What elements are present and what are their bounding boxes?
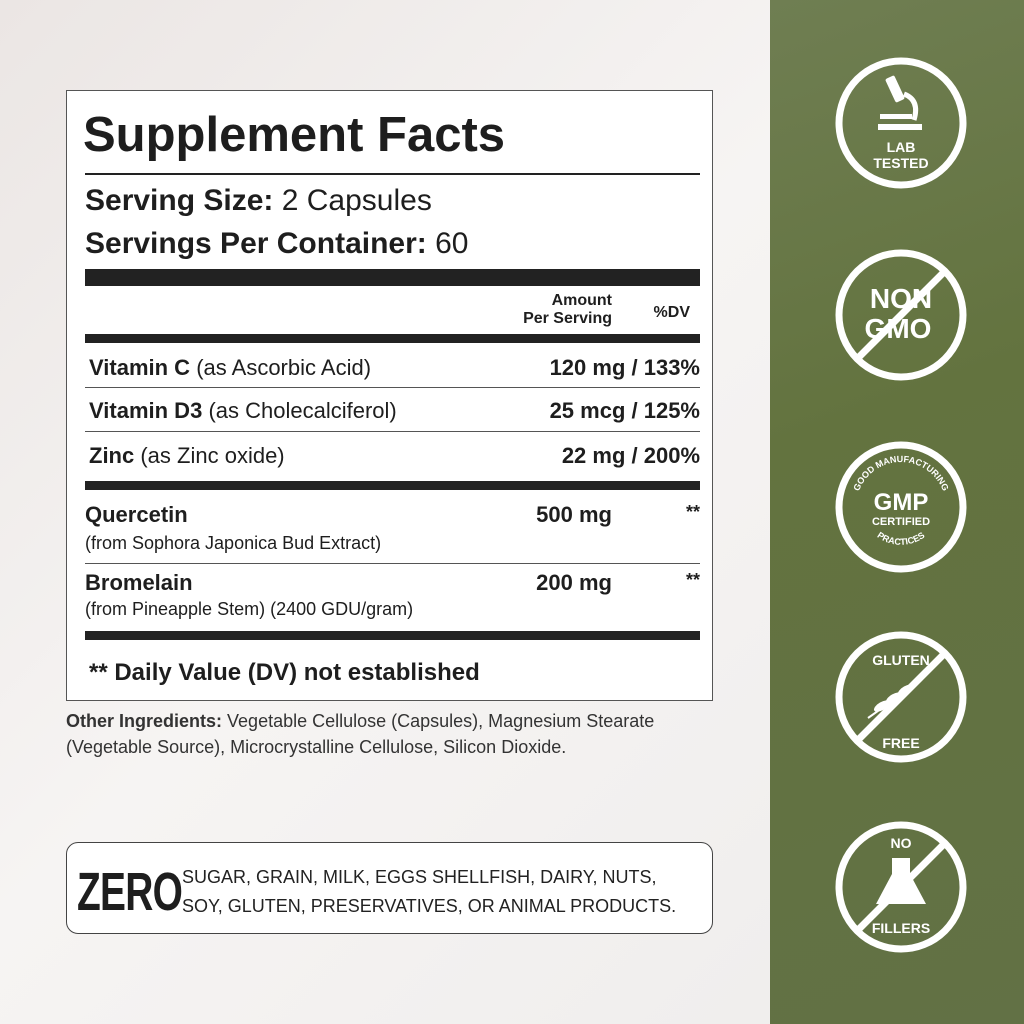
header-dv: %DV [653, 304, 690, 321]
zero-word: ZERO [77, 862, 183, 922]
divider-thick [85, 334, 700, 343]
microscope-icon [878, 75, 922, 130]
svg-text:GMP: GMP [874, 489, 929, 516]
lab-tested-badge: LAB TESTED [835, 57, 967, 189]
svg-text:LAB: LAB [887, 139, 916, 155]
divider-thick [85, 631, 700, 640]
svg-text:NON: NON [870, 283, 932, 314]
footnote: ** Daily Value (DV) not established [89, 659, 480, 686]
svg-text:PRACTICES: PRACTICES [876, 530, 927, 547]
green-side-panel [770, 0, 1024, 1024]
svg-text:FILLERS: FILLERS [872, 920, 930, 936]
zero-box: ZERO SUGAR, GRAIN, MILK, EGGS SHELLFISH,… [66, 842, 713, 934]
nutrient-row: Zinc (as Zinc oxide) 22 mg / 200% [89, 443, 700, 468]
svg-text:GLUTEN: GLUTEN [872, 652, 930, 668]
ingredient-row-bromelain: Bromelain 200 mg ** [85, 570, 700, 595]
svg-text:CERTIFIED: CERTIFIED [872, 516, 930, 528]
nutrient-row: Vitamin C (as Ascorbic Acid) 120 mg / 133… [89, 355, 700, 380]
servings-per-container: Servings Per Container: 60 [85, 227, 469, 260]
non-gmo-badge: NON GMO [835, 249, 967, 381]
serving-size: Serving Size: 2 Capsules [85, 184, 432, 217]
svg-text:NO: NO [891, 835, 912, 851]
ingredient-row-quercetin: Quercetin 500 mg ** [85, 502, 700, 527]
gmp-certified-badge: GOOD MANUFACTURING PRACTICES GMP CERTIFI… [835, 441, 967, 573]
no-fillers-badge: NO FILLERS [835, 821, 967, 953]
wheat-icon [867, 683, 917, 719]
supplement-facts-label: Supplement Facts Serving Size: 2 Capsule… [66, 90, 713, 701]
gluten-free-badge: GLUTEN FREE [835, 631, 967, 763]
svg-text:GMO: GMO [865, 313, 932, 344]
divider-thick [85, 269, 700, 286]
flask-icon [876, 858, 926, 904]
nutrient-row: Vitamin D3 (as Cholecalciferol) 25 mcg / … [89, 398, 700, 423]
prohibited-icon [855, 269, 947, 361]
ingredient-source: (from Pineapple Stem) (2400 GDU/gram) [85, 599, 414, 619]
svg-text:TESTED: TESTED [873, 155, 928, 171]
header-amount: Amount Per Serving [523, 292, 612, 327]
ingredient-source: (from Sophora Japonica Bud Extract) [85, 533, 382, 553]
divider-thick [85, 481, 700, 490]
svg-text:FREE: FREE [882, 735, 919, 751]
other-ingredients: Other Ingredients: Vegetable Cellulose (… [66, 711, 655, 757]
label-title: Supplement Facts [83, 108, 506, 162]
zero-list: SUGAR, GRAIN, MILK, EGGS SHELLFISH, DAIR… [182, 867, 677, 916]
